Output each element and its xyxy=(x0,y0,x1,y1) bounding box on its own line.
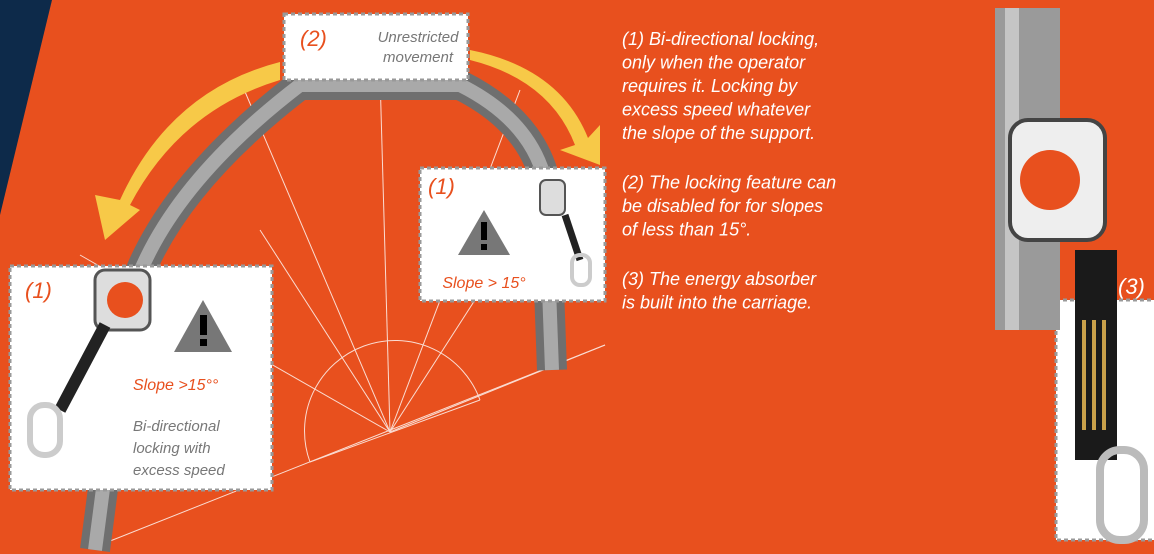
notes: (1) Bi-directional locking, only when the… xyxy=(622,29,836,313)
callout-number: (1) xyxy=(25,278,52,303)
callout-number: (3) xyxy=(1118,274,1145,299)
note-line: the slope of the support. xyxy=(622,123,815,143)
note-line: only when the operator xyxy=(622,52,806,72)
note-line: of less than 15°. xyxy=(622,219,751,239)
note-line: be disabled for for slopes xyxy=(622,196,823,216)
callout-number: (2) xyxy=(300,26,327,51)
note-line: requires it. Locking by xyxy=(622,76,798,96)
callout-text: Slope >15°° xyxy=(133,377,219,394)
note-line: (1) Bi-directional locking, xyxy=(622,29,819,49)
callout-text: locking with xyxy=(133,440,211,457)
note-line: excess speed whatever xyxy=(622,99,811,119)
callout-text: movement xyxy=(383,49,454,66)
callout-text: Unrestricted xyxy=(378,29,460,46)
callout-text: Bi-directional xyxy=(133,418,220,435)
diagram: (2) Unrestricted movement (1) Slope > 15… xyxy=(0,0,1154,554)
note-line: is built into the carriage. xyxy=(622,292,812,312)
page: {"callouts": [ {"number": "(2)", "lines"… xyxy=(0,0,1154,554)
callout-text: excess speed xyxy=(133,462,225,479)
corner-band xyxy=(0,0,52,215)
callout-text: Slope > 15° xyxy=(442,275,526,292)
note-line: (2) The locking feature can xyxy=(622,172,836,192)
note-line: (3) The energy absorber xyxy=(622,269,817,289)
callout-number: (1) xyxy=(428,174,455,199)
